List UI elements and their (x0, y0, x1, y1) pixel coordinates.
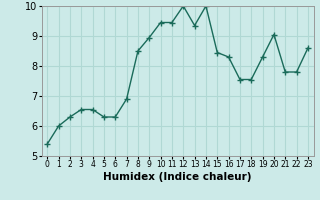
X-axis label: Humidex (Indice chaleur): Humidex (Indice chaleur) (103, 172, 252, 182)
